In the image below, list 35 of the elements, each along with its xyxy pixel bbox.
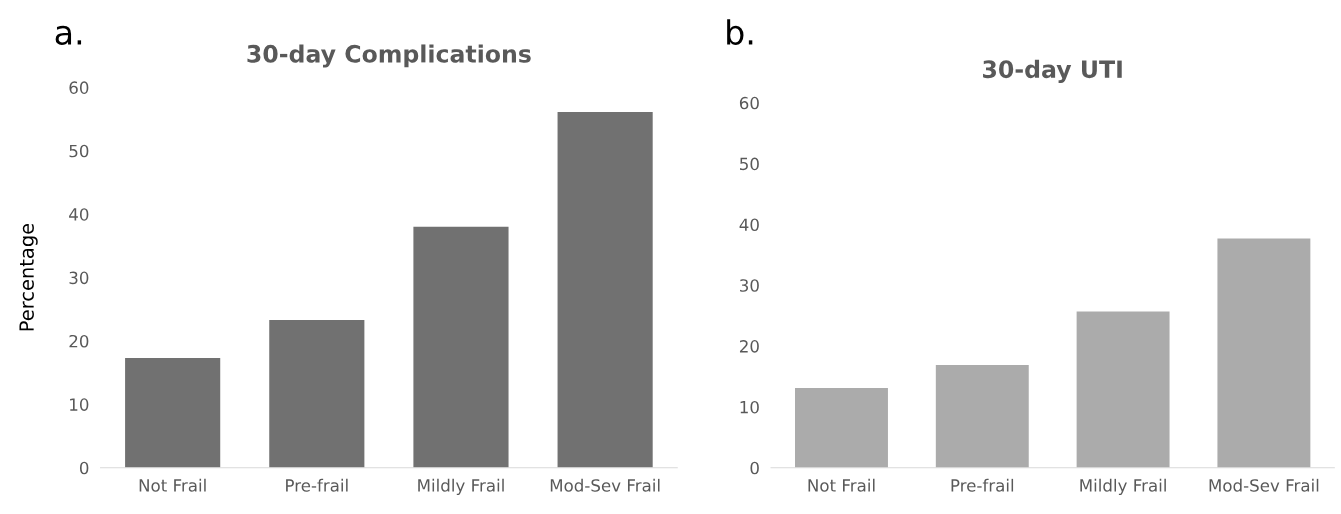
y-tick-label: 40 [739,218,759,232]
bar [795,388,888,468]
y-tick-label: 50 [740,157,759,171]
chart-title: 30-day UTI [983,59,1122,83]
text: a. [55,25,82,45]
bar [557,112,653,468]
chart-title: 30-day Complications [247,44,531,68]
y-tick-label: 50 [69,144,89,158]
y-axis-title: Percentage [19,223,38,331]
y-tick-label: 0 [79,461,89,475]
bar [935,364,1029,468]
bar [1217,238,1311,468]
y-tick-label: 0 [750,461,759,475]
bar [269,320,365,468]
x-tick-label: Pre-frail [286,478,348,492]
x-tick-label: Mod-Sev Frail [550,478,660,492]
bar [1076,311,1170,468]
y-tick-label: 40 [69,208,89,221]
x-tick-label: Pre-frail [951,478,1014,492]
y-tick-label: 30 [740,279,759,292]
y-tick-label: 20 [739,340,759,353]
y-tick-label: 60 [739,96,759,110]
x-tick-label: Mildly Frail [1080,478,1166,495]
y-tick-label: 20 [69,334,89,348]
y-tick-label: 10 [740,400,759,414]
x-tick-label: Not Frail [808,478,875,492]
x-tick-label: Mod-Sev Frail [1209,478,1319,492]
bar [125,358,221,468]
x-tick-label: Not Frail [139,478,206,492]
y-tick-label: 10 [70,398,89,411]
x-tick-label: Mildly Frail [418,478,504,495]
y-tick-label: 60 [69,81,89,94]
bar [413,226,509,468]
y-tick-label: 30 [69,271,89,285]
text: b. [727,19,753,45]
